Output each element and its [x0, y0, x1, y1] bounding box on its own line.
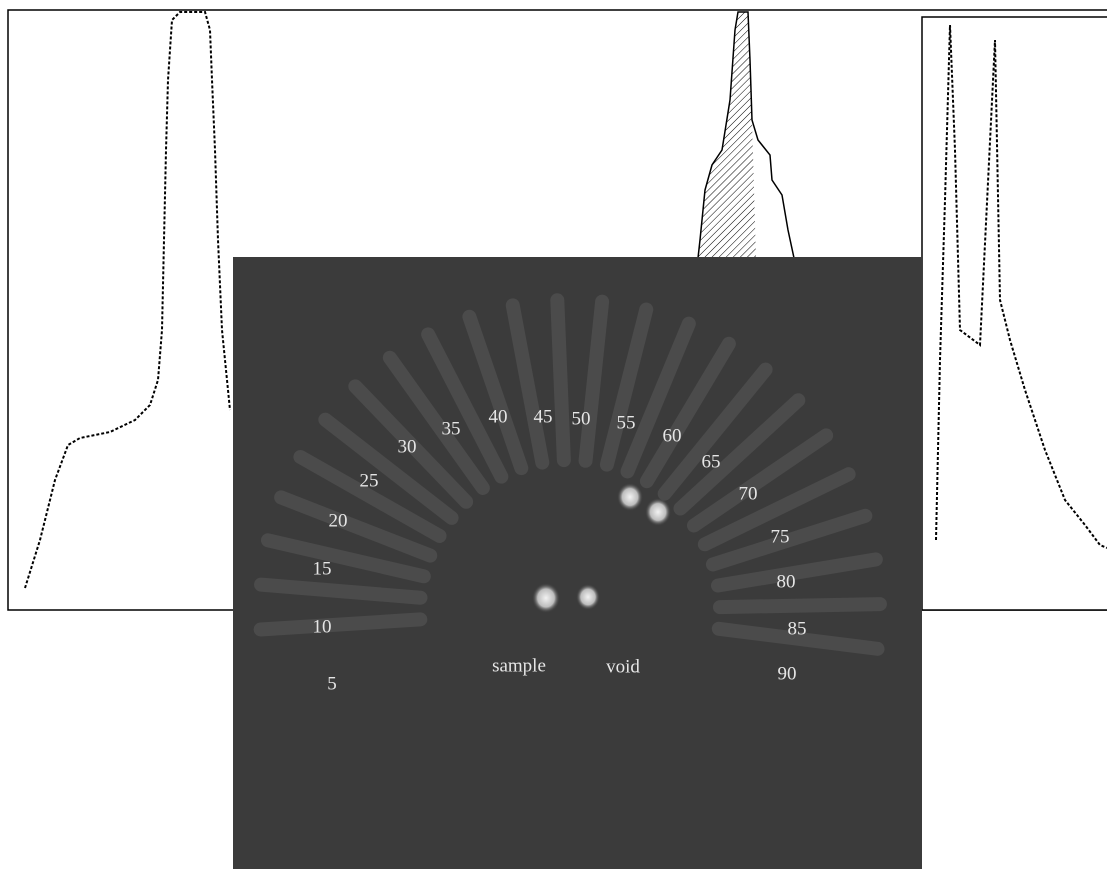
lane-label: 90 [778, 663, 797, 684]
lane-label: 10 [313, 616, 332, 637]
lane-label: 55 [617, 412, 636, 433]
lane-label: 50 [572, 408, 591, 429]
band-spot [617, 483, 643, 511]
lane-label: 15 [313, 558, 332, 579]
lane-label: 80 [777, 571, 796, 592]
band-spot [645, 498, 671, 526]
figure: sample void 5 10 15 20 25 30 35 40 45 50 55 60 65 70 7… [0, 0, 1107, 869]
lane-label: 65 [702, 451, 721, 472]
lane [557, 300, 564, 460]
band-spot [532, 583, 560, 613]
band-spot [576, 584, 600, 610]
sample-label: sample [492, 655, 546, 676]
lane-label: 30 [398, 436, 417, 457]
void-label: void [606, 656, 640, 677]
lane-label: 35 [442, 418, 461, 439]
lane [720, 604, 880, 607]
lane-label: 40 [489, 406, 508, 427]
lane-label: 45 [534, 406, 553, 427]
lane-label: 85 [788, 618, 807, 639]
histogram-frame [922, 17, 1107, 610]
lane-label: 5 [327, 673, 337, 694]
lane-label: 70 [739, 483, 758, 504]
lane-label: 20 [329, 510, 348, 531]
lane-label: 75 [771, 526, 790, 547]
lane-label: 25 [360, 470, 379, 491]
lane-label: 60 [663, 425, 682, 446]
